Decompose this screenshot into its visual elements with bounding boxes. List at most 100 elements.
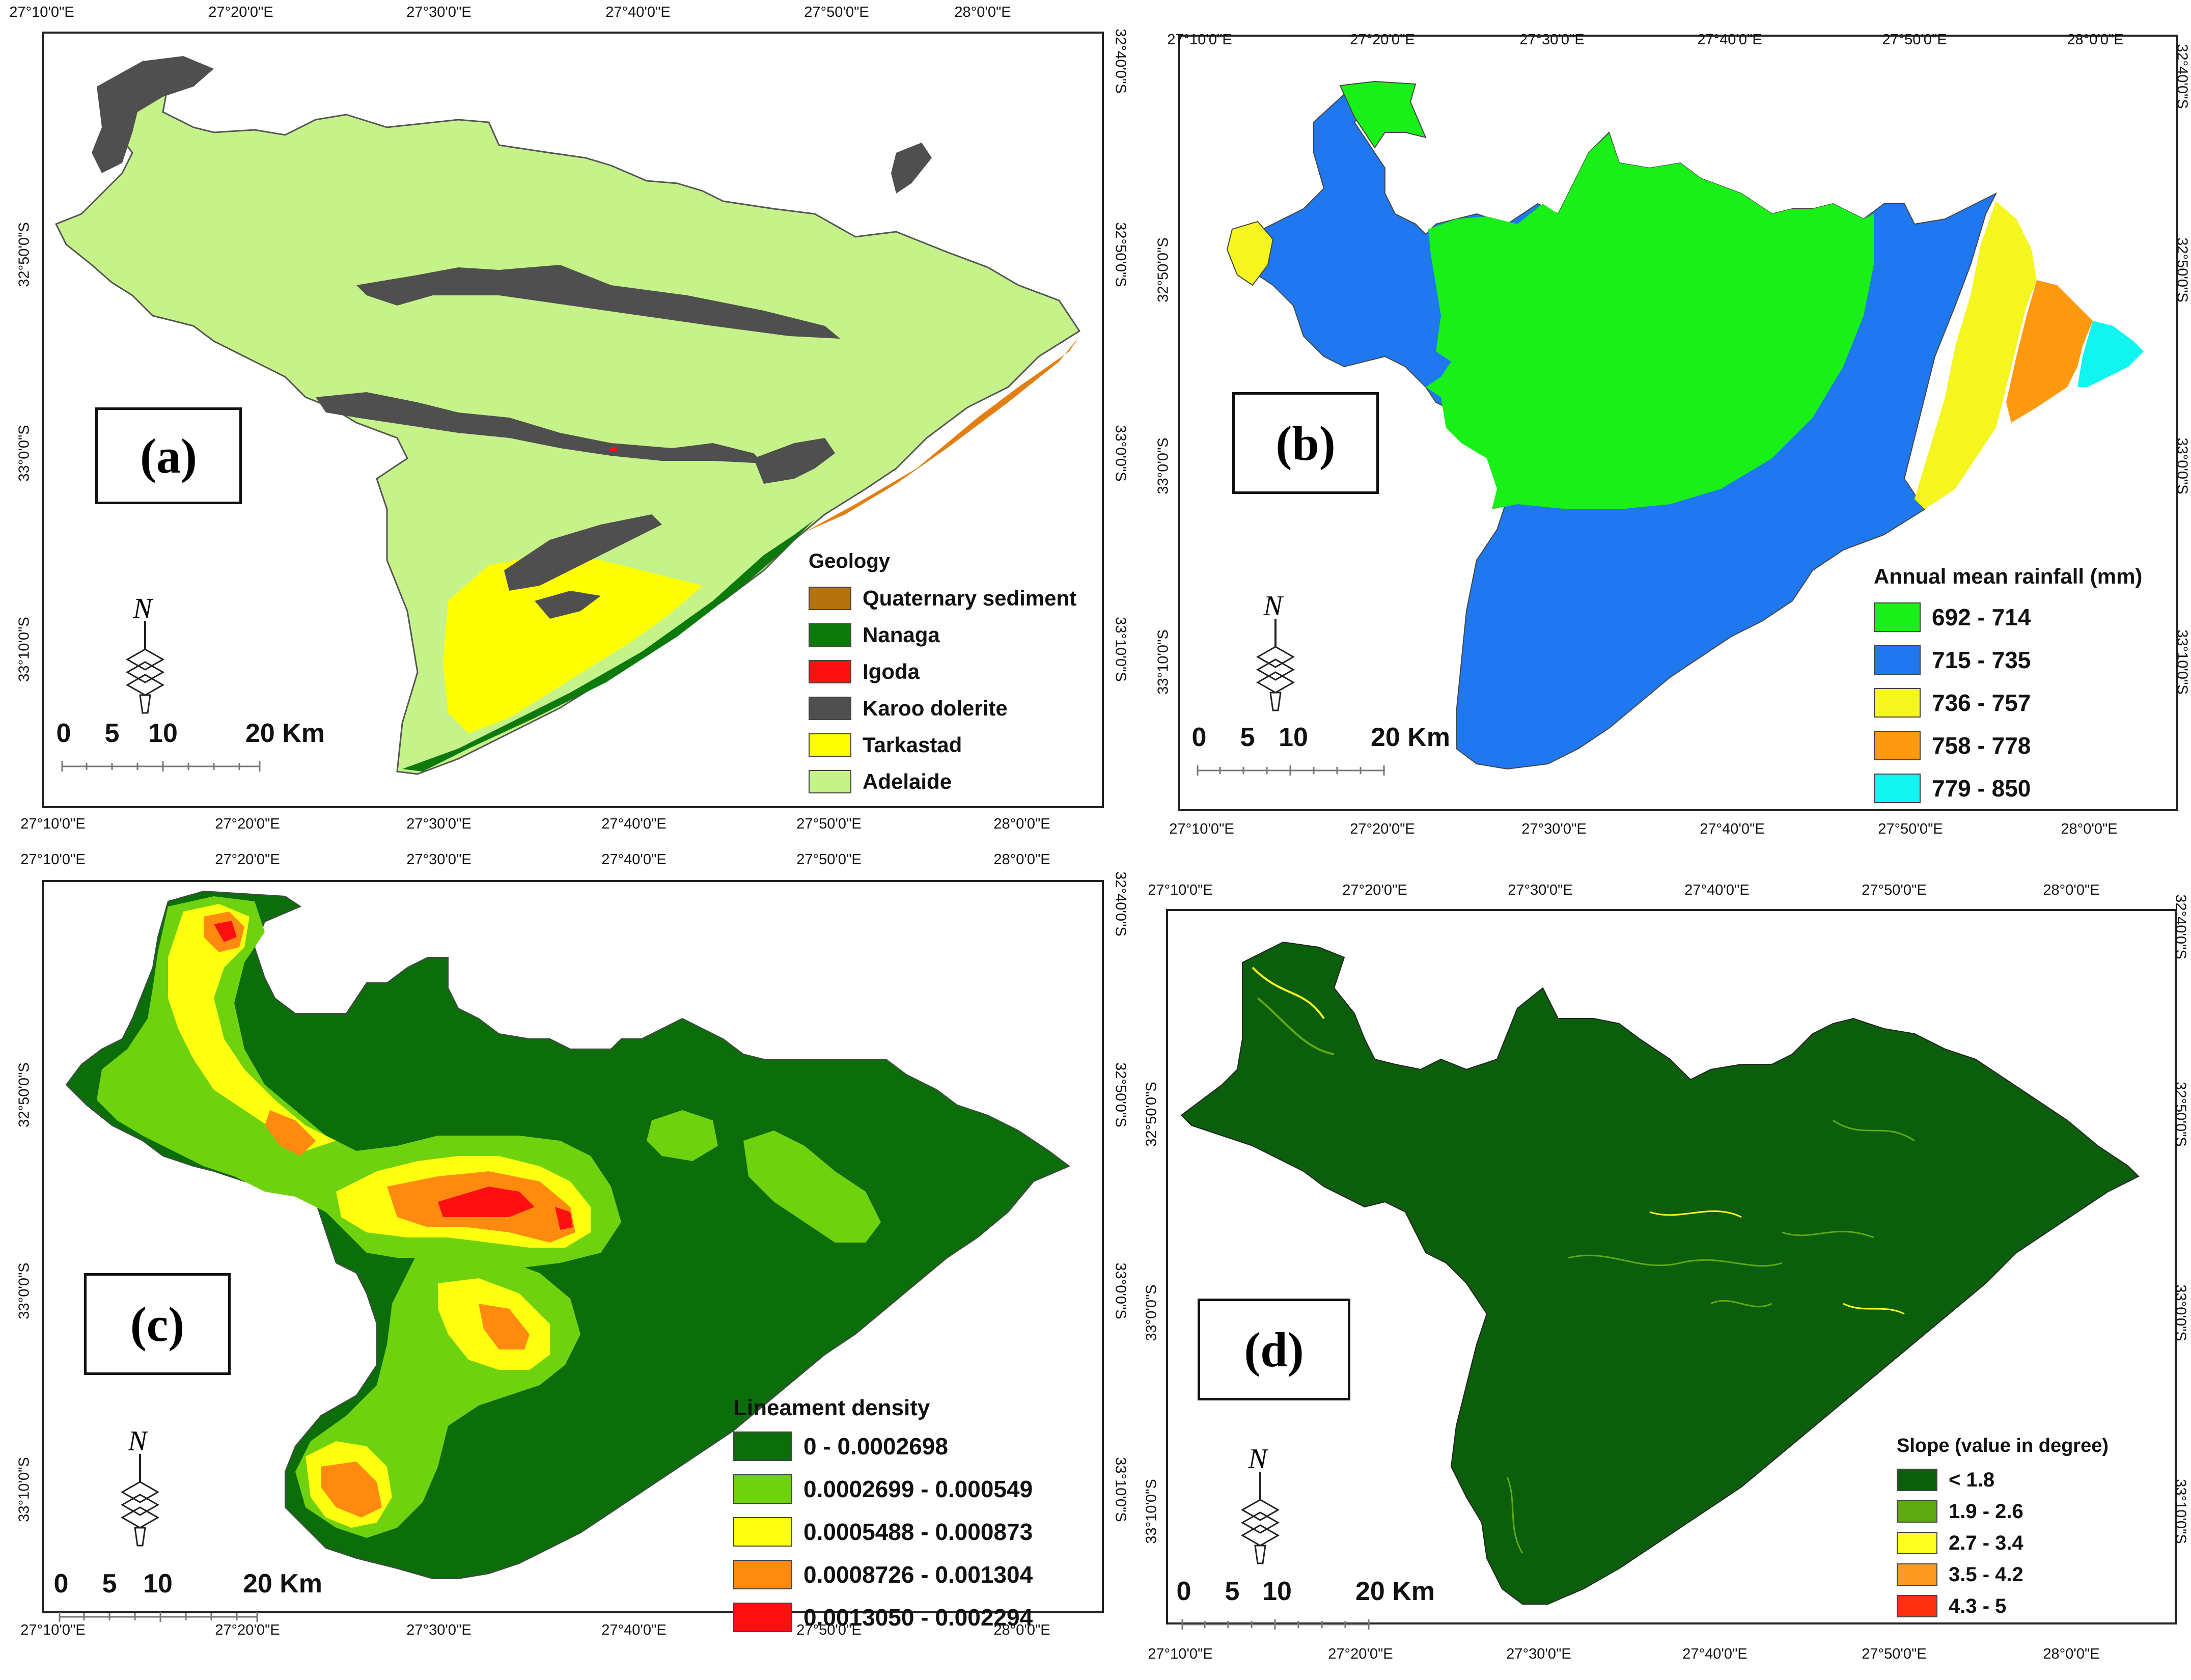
dolerite-band-2	[316, 392, 764, 463]
dolerite-band-1	[356, 265, 840, 339]
top-tick: 28°0'0"E	[2067, 32, 2124, 48]
top-tick: 27°50'0"E	[1862, 882, 1927, 898]
legend-item: < 1.8	[1897, 1464, 2109, 1496]
scale-label-10: 10	[148, 719, 178, 748]
top-tick: 27°10'0"E	[1148, 882, 1213, 898]
dolerite-band-6	[891, 143, 932, 194]
legend-item: 3.5 - 4.2	[1897, 1559, 2109, 1590]
rainfall-736-757-west-region	[1226, 221, 1274, 286]
scale-bar: 0 5 10 20 Km	[1177, 1576, 1435, 1637]
scale-label-5: 5	[1240, 723, 1255, 752]
north-arrow: N	[1247, 590, 1303, 715]
rainfall-779-850-region	[2077, 321, 2144, 387]
top-tick: 27°30'0"E	[1508, 882, 1573, 898]
slope-streak-8	[1843, 1303, 1905, 1315]
scale-label-5: 5	[102, 1569, 117, 1599]
lineament-zone-5-northwest	[214, 921, 237, 942]
legend-swatch	[1897, 1595, 1937, 1617]
bottom-tick: 27°50'0"E	[796, 816, 862, 832]
legend-label: 736 - 757	[1932, 690, 2031, 716]
legend-item: Igoda	[809, 653, 1076, 690]
top-tick: 27°10'0"E	[20, 851, 86, 868]
legend-label: 0.0005488 - 0.000873	[803, 1519, 1033, 1545]
legend-item: 692 - 714	[1874, 596, 2142, 639]
legend-label: Karoo dolerite	[863, 696, 1008, 720]
legend-swatch	[1874, 731, 1921, 760]
legend-swatch	[733, 1431, 792, 1461]
bottom-tick: 28°0'0"E	[2061, 821, 2118, 837]
legend-label: 779 - 850	[1932, 775, 2031, 802]
legend-item: 1.9 - 2.6	[1897, 1496, 2109, 1527]
scale-label-20: 20 Km	[245, 719, 325, 748]
north-arrow: N	[117, 593, 173, 718]
slope-streak-6	[1833, 1119, 1915, 1142]
slope-streak-9	[1710, 1300, 1772, 1308]
scale-label-20: 20 Km	[1355, 1577, 1435, 1606]
scale-label-5: 5	[1225, 1577, 1240, 1606]
dolerite-band-4	[504, 514, 662, 591]
legend-item: Adelaide	[809, 763, 1076, 800]
rainfall-758-778-region	[2006, 280, 2093, 423]
bottom-tick: 28°0'0"E	[993, 1622, 1050, 1638]
legend-item: 0.0008726 - 0.001304	[733, 1553, 1033, 1596]
legend-title: Geology	[809, 550, 891, 572]
dolerite-band-5	[535, 591, 601, 619]
legend-swatch	[733, 1517, 792, 1547]
legend-swatch	[1874, 688, 1921, 718]
legend-label: 0 - 0.0002698	[803, 1433, 948, 1459]
top-tick: 28°0'0"E	[954, 4, 1011, 20]
top-tick: 27°30'0"E	[406, 851, 472, 868]
top-tick: 27°40'0"E	[601, 851, 667, 868]
legend-swatch	[733, 1474, 792, 1504]
north-letter: N	[127, 1426, 148, 1457]
legend-swatch	[809, 697, 851, 720]
slope-streak-3	[1568, 1254, 1783, 1267]
legend-item: 0 - 0.0002698	[733, 1425, 1033, 1468]
geology-map-graphic	[54, 56, 1081, 775]
legend-label: 3.5 - 4.2	[1949, 1563, 2023, 1586]
top-tick: 27°20'0"E	[208, 4, 273, 20]
bottom-tick: 27°20'0"E	[1328, 1646, 1393, 1662]
legend-swatch	[733, 1603, 792, 1632]
legend-item: Karoo dolerite	[809, 690, 1076, 727]
north-letter: N	[1263, 591, 1284, 622]
top-tick: 27°50'0"E	[804, 4, 869, 20]
legend-label: Adelaide	[863, 769, 952, 793]
legend-swatch	[1897, 1563, 1937, 1586]
igoda-spot	[610, 447, 617, 451]
legend-item: 779 - 850	[1874, 767, 2142, 810]
scale-label-20: 20 Km	[1370, 723, 1451, 752]
bottom-tick: 27°20'0"E	[215, 1622, 280, 1638]
scale-label-20: 20 Km	[242, 1569, 323, 1599]
top-tick: 27°10'0"E	[9, 4, 74, 20]
scale-label-5: 5	[104, 719, 120, 748]
legend-item: 4.3 - 5	[1897, 1590, 2109, 1622]
legend-label: 715 - 735	[1932, 647, 2031, 673]
adelaide-region	[54, 70, 1081, 775]
top-tick: 27°10'0"E	[1167, 32, 1232, 48]
lineament-zone-4-south	[479, 1304, 530, 1349]
legend-swatch	[809, 660, 851, 683]
lineament-zone-2-east	[743, 1131, 881, 1243]
bottom-tick: 27°50'0"E	[796, 1622, 862, 1638]
bottom-tick: 27°10'0"E	[20, 1622, 86, 1638]
legend-title: Lineament density	[733, 1395, 930, 1420]
north-arrow: N	[112, 1425, 168, 1551]
scale-bar: 0 5 10 20 Km	[54, 1568, 322, 1630]
legend-swatch	[1897, 1500, 1937, 1523]
legend: Annual mean rainfall (mm) 692 - 714 715 …	[1874, 564, 2142, 810]
legend-title: Slope (value in degree)	[1897, 1435, 2109, 1456]
top-tick: 28°0'0"E	[2043, 882, 2100, 898]
north-letter: N	[132, 593, 153, 624]
lineament-zone-4-southwest	[321, 1462, 382, 1518]
rainfall-692-714-region	[1426, 133, 1874, 509]
slope-streak-1	[1252, 967, 1325, 1020]
top-tick: 28°0'0"E	[993, 851, 1050, 868]
legend-swatch	[733, 1560, 792, 1589]
legend-item: 2.7 - 3.4	[1897, 1527, 2109, 1559]
scale-label-0: 0	[1176, 1577, 1191, 1606]
scale-label-0: 0	[53, 1569, 69, 1599]
legend-label: Nanaga	[863, 623, 940, 647]
bottom-tick: 27°30'0"E	[406, 816, 472, 832]
legend-item: 758 - 778	[1874, 724, 2142, 767]
